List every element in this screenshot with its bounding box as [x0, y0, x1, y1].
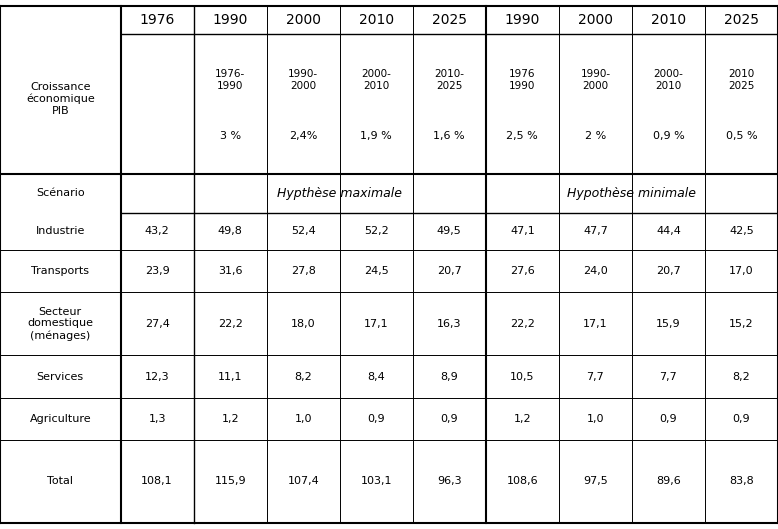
- Text: 115,9: 115,9: [215, 477, 246, 486]
- Text: 49,8: 49,8: [218, 226, 243, 236]
- Text: 22,2: 22,2: [510, 319, 534, 329]
- Text: Hypothèse minimale: Hypothèse minimale: [567, 187, 696, 199]
- Text: 0,9: 0,9: [733, 414, 750, 424]
- Text: 8,4: 8,4: [367, 372, 385, 381]
- Text: 2000: 2000: [286, 13, 321, 28]
- Text: 27,8: 27,8: [291, 266, 316, 276]
- Text: 2,5 %: 2,5 %: [506, 131, 538, 141]
- Text: 27,4: 27,4: [145, 319, 170, 329]
- Text: 0,9: 0,9: [440, 414, 458, 424]
- Text: 1976
1990: 1976 1990: [509, 69, 535, 91]
- Text: 103,1: 103,1: [360, 477, 392, 486]
- Text: 11,1: 11,1: [218, 372, 243, 381]
- Text: Hypthèse maximale: Hypthèse maximale: [277, 187, 402, 199]
- Text: 2010
2025: 2010 2025: [728, 69, 755, 91]
- Text: 0,9 %: 0,9 %: [653, 131, 685, 141]
- Text: 42,5: 42,5: [729, 226, 754, 236]
- Text: 22,2: 22,2: [218, 319, 243, 329]
- Text: 2000-
2010: 2000- 2010: [654, 69, 683, 91]
- Text: 10,5: 10,5: [510, 372, 534, 381]
- Text: 8,2: 8,2: [294, 372, 312, 381]
- Text: Services: Services: [37, 372, 84, 381]
- Text: 24,0: 24,0: [583, 266, 608, 276]
- Text: 1976-
1990: 1976- 1990: [215, 69, 245, 91]
- Text: 1,6 %: 1,6 %: [433, 131, 465, 141]
- Text: 8,9: 8,9: [440, 372, 458, 381]
- Text: Total: Total: [47, 477, 73, 486]
- Text: Scénario: Scénario: [36, 188, 85, 198]
- Text: Transports: Transports: [31, 266, 89, 276]
- Text: 0,9: 0,9: [660, 414, 677, 424]
- Text: 0,5 %: 0,5 %: [726, 131, 757, 141]
- Text: 1,2: 1,2: [222, 414, 239, 424]
- Text: 2025: 2025: [432, 13, 467, 28]
- Text: 17,1: 17,1: [583, 319, 608, 329]
- Text: 97,5: 97,5: [583, 477, 608, 486]
- Text: 2010: 2010: [359, 13, 394, 28]
- Text: 1990: 1990: [212, 13, 248, 28]
- Text: Agriculture: Agriculture: [30, 414, 91, 424]
- Text: 107,4: 107,4: [287, 477, 319, 486]
- Text: 7,7: 7,7: [660, 372, 678, 381]
- Text: 3 %: 3 %: [219, 131, 240, 141]
- Text: 2010: 2010: [651, 13, 686, 28]
- Text: 1976: 1976: [139, 13, 175, 28]
- Text: 44,4: 44,4: [656, 226, 681, 236]
- Text: 1,9 %: 1,9 %: [360, 131, 392, 141]
- Text: 17,0: 17,0: [729, 266, 754, 276]
- Text: Croissance
économique
PIB: Croissance économique PIB: [26, 82, 95, 115]
- Text: 1,3: 1,3: [149, 414, 166, 424]
- Text: Secteur
domestique
(ménages): Secteur domestique (ménages): [27, 307, 93, 341]
- Text: 52,2: 52,2: [364, 226, 389, 236]
- Text: 1,0: 1,0: [294, 414, 312, 424]
- Text: 2000: 2000: [578, 13, 613, 28]
- Text: 8,2: 8,2: [733, 372, 750, 381]
- Text: 18,0: 18,0: [291, 319, 316, 329]
- Text: 89,6: 89,6: [656, 477, 681, 486]
- Text: 1990-
2000: 1990- 2000: [580, 69, 611, 91]
- Text: 47,7: 47,7: [583, 226, 608, 236]
- Text: 2,4%: 2,4%: [289, 131, 317, 141]
- Text: 108,1: 108,1: [142, 477, 173, 486]
- Text: 2 %: 2 %: [585, 131, 606, 141]
- Text: 2010-
2025: 2010- 2025: [434, 69, 464, 91]
- Text: 20,7: 20,7: [656, 266, 681, 276]
- Text: 2000-
2010: 2000- 2010: [361, 69, 391, 91]
- Text: 0,9: 0,9: [367, 414, 385, 424]
- Text: 43,2: 43,2: [145, 226, 170, 236]
- Text: 83,8: 83,8: [729, 477, 754, 486]
- Text: 47,1: 47,1: [510, 226, 534, 236]
- Text: 16,3: 16,3: [437, 319, 461, 329]
- Text: 49,5: 49,5: [437, 226, 461, 236]
- Text: 24,5: 24,5: [364, 266, 389, 276]
- Text: 23,9: 23,9: [145, 266, 170, 276]
- Text: 17,1: 17,1: [364, 319, 388, 329]
- Text: 15,2: 15,2: [729, 319, 754, 329]
- Text: 1,2: 1,2: [513, 414, 531, 424]
- Text: 52,4: 52,4: [291, 226, 316, 236]
- Text: 15,9: 15,9: [656, 319, 681, 329]
- Text: 1,0: 1,0: [587, 414, 605, 424]
- Text: 27,6: 27,6: [510, 266, 534, 276]
- Text: 31,6: 31,6: [218, 266, 243, 276]
- Text: 7,7: 7,7: [587, 372, 605, 381]
- Text: Industrie: Industrie: [36, 226, 85, 236]
- Text: 96,3: 96,3: [437, 477, 461, 486]
- Text: 1990-
2000: 1990- 2000: [288, 69, 318, 91]
- Text: 108,6: 108,6: [506, 477, 538, 486]
- Text: 20,7: 20,7: [437, 266, 461, 276]
- Text: 1990: 1990: [505, 13, 540, 28]
- Text: 2025: 2025: [724, 13, 759, 28]
- Text: 12,3: 12,3: [145, 372, 170, 381]
